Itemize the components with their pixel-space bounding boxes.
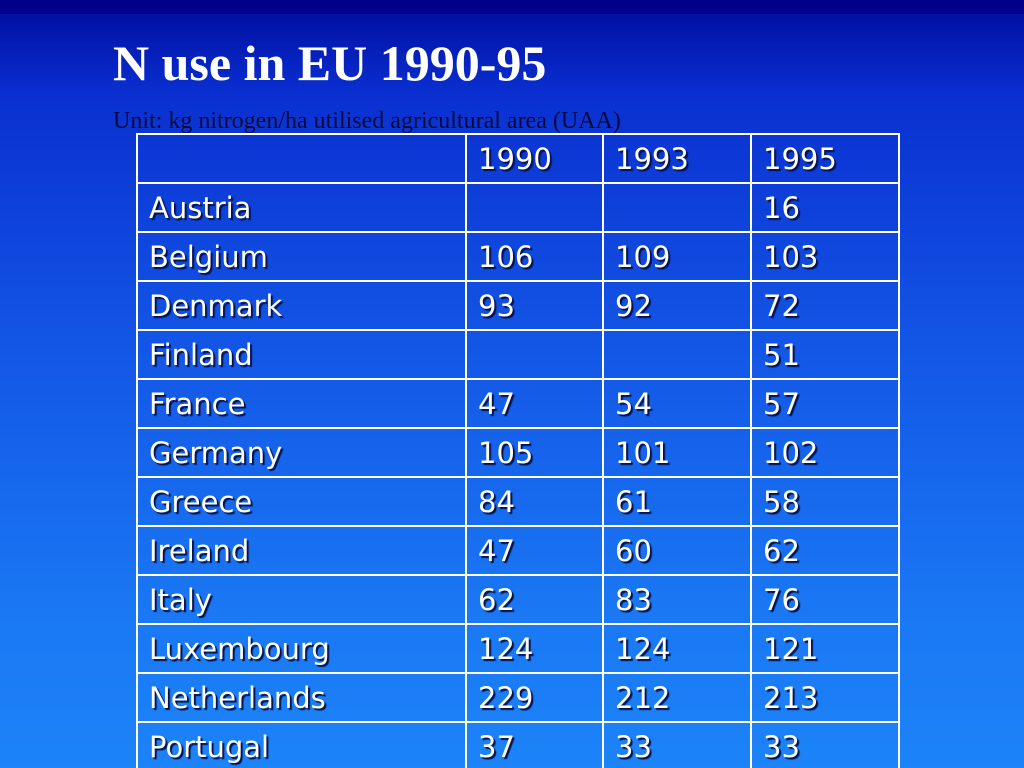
value-cell: 76 [750, 574, 900, 625]
value-cell [602, 329, 752, 380]
value-cell: 103 [750, 231, 900, 282]
table-row: Ireland 47 60 62 [136, 525, 900, 576]
table-row: Denmark 93 92 72 [136, 280, 900, 331]
value-cell: 60 [602, 525, 752, 576]
table-row: Finland 51 [136, 329, 900, 380]
country-cell: Portugal [136, 721, 467, 768]
value-cell: 102 [750, 427, 900, 478]
country-cell: Italy [136, 574, 467, 625]
value-cell: 47 [465, 525, 604, 576]
value-cell: 106 [465, 231, 604, 282]
country-cell: Ireland [136, 525, 467, 576]
table-header-row: 1990 1993 1995 [136, 133, 900, 184]
table-row: Belgium 106 109 103 [136, 231, 900, 282]
value-cell: 92 [602, 280, 752, 331]
value-cell: 124 [465, 623, 604, 674]
value-cell: 51 [750, 329, 900, 380]
header-cell-year: 1993 [602, 133, 752, 184]
value-cell: 212 [602, 672, 752, 723]
value-cell: 84 [465, 476, 604, 527]
value-cell: 72 [750, 280, 900, 331]
value-cell: 93 [465, 280, 604, 331]
value-cell [465, 182, 604, 233]
country-cell: Belgium [136, 231, 467, 282]
value-cell: 61 [602, 476, 752, 527]
table-row: Netherlands 229 212 213 [136, 672, 900, 723]
page-subtitle: Unit: kg nitrogen/ha utilised agricultur… [113, 108, 621, 134]
country-cell: Netherlands [136, 672, 467, 723]
value-cell: 83 [602, 574, 752, 625]
country-cell: Greece [136, 476, 467, 527]
header-cell-year: 1990 [465, 133, 604, 184]
value-cell: 33 [750, 721, 900, 768]
value-cell: 33 [602, 721, 752, 768]
value-cell: 229 [465, 672, 604, 723]
data-table: 1990 1993 1995 Austria 16 Belgium 106 10… [136, 133, 900, 768]
header-cell-blank [136, 133, 467, 184]
value-cell: 58 [750, 476, 900, 527]
country-cell: Germany [136, 427, 467, 478]
value-cell [465, 329, 604, 380]
top-band [0, 0, 1024, 14]
value-cell: 57 [750, 378, 900, 429]
value-cell: 109 [602, 231, 752, 282]
country-cell: Denmark [136, 280, 467, 331]
table-row: Italy 62 83 76 [136, 574, 900, 625]
table-row: France 47 54 57 [136, 378, 900, 429]
country-cell: Austria [136, 182, 467, 233]
value-cell: 105 [465, 427, 604, 478]
country-cell: France [136, 378, 467, 429]
value-cell: 121 [750, 623, 900, 674]
country-cell: Finland [136, 329, 467, 380]
value-cell: 101 [602, 427, 752, 478]
value-cell: 124 [602, 623, 752, 674]
header-cell-year: 1995 [750, 133, 900, 184]
value-cell: 62 [465, 574, 604, 625]
value-cell [602, 182, 752, 233]
value-cell: 213 [750, 672, 900, 723]
country-cell: Luxembourg [136, 623, 467, 674]
table-row: Germany 105 101 102 [136, 427, 900, 478]
table-row: Greece 84 61 58 [136, 476, 900, 527]
value-cell: 62 [750, 525, 900, 576]
table-row: Austria 16 [136, 182, 900, 233]
value-cell: 37 [465, 721, 604, 768]
value-cell: 47 [465, 378, 604, 429]
table-row: Luxembourg 124 124 121 [136, 623, 900, 674]
table-row: Portugal 37 33 33 [136, 721, 900, 768]
value-cell: 16 [750, 182, 900, 233]
value-cell: 54 [602, 378, 752, 429]
page-title: N use in EU 1990-95 [113, 35, 547, 91]
